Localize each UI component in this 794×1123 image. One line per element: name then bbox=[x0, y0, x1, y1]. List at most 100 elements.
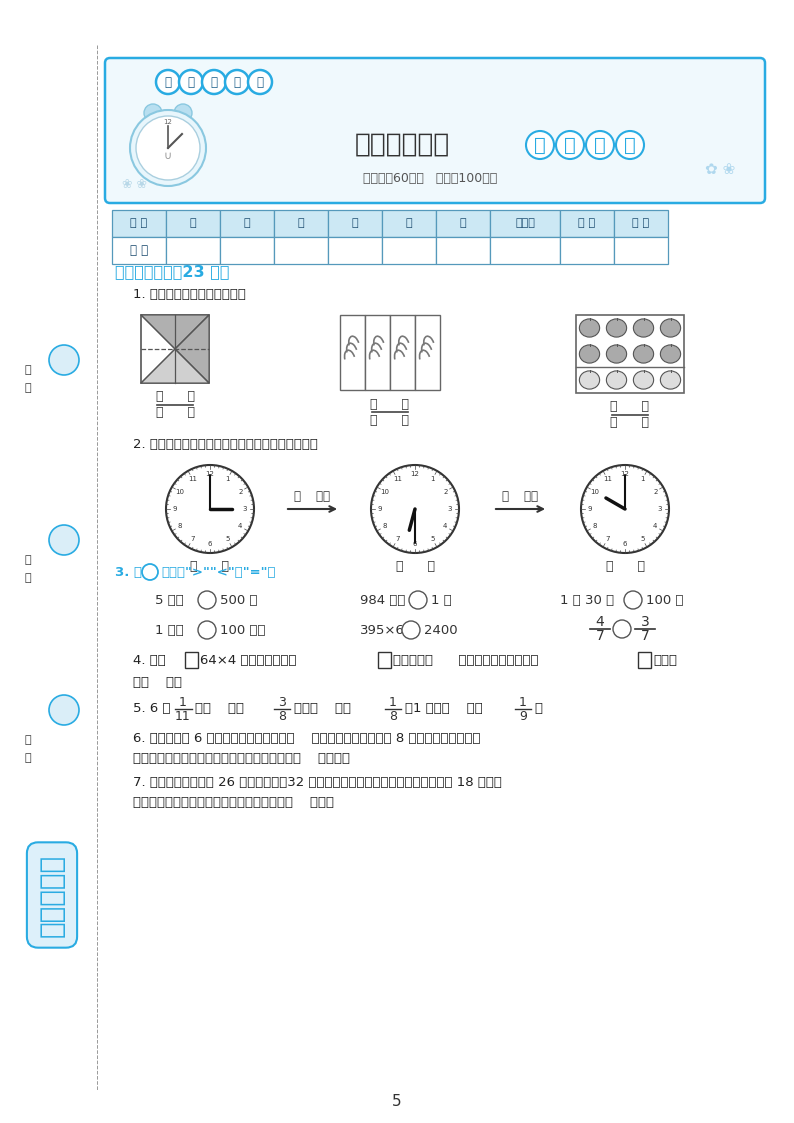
Bar bbox=[274, 237, 328, 264]
Text: 3: 3 bbox=[243, 506, 247, 512]
Ellipse shape bbox=[634, 371, 653, 389]
Bar bbox=[166, 210, 220, 237]
Text: 9: 9 bbox=[378, 506, 382, 512]
Circle shape bbox=[142, 564, 158, 579]
Bar bbox=[560, 210, 614, 237]
Text: 一、填一填。（23 分）: 一、填一填。（23 分） bbox=[115, 265, 229, 280]
Ellipse shape bbox=[661, 371, 680, 389]
Bar bbox=[415, 314, 440, 390]
Circle shape bbox=[130, 110, 206, 186]
Text: 4: 4 bbox=[653, 523, 657, 530]
Circle shape bbox=[225, 70, 249, 94]
Text: （    ）分: （ ）分 bbox=[502, 491, 538, 503]
Polygon shape bbox=[141, 349, 209, 383]
Text: 395×6: 395×6 bbox=[360, 623, 405, 637]
Ellipse shape bbox=[580, 319, 599, 337]
Circle shape bbox=[202, 70, 226, 94]
Circle shape bbox=[49, 345, 79, 375]
Bar bbox=[560, 237, 614, 264]
Circle shape bbox=[198, 591, 216, 609]
Bar bbox=[614, 237, 668, 264]
Text: 6: 6 bbox=[622, 541, 627, 547]
Text: 6. 一个边长是 6 厘米的正方形，周长是（    ）厘米；如果一个长是 8 厘米的长方形，周长: 6. 一个边长是 6 厘米的正方形，周长是（ ）厘米；如果一个长是 8 厘米的长… bbox=[133, 731, 480, 745]
Text: 得 分: 得 分 bbox=[130, 244, 148, 257]
Text: 3: 3 bbox=[657, 506, 662, 512]
Text: 7: 7 bbox=[641, 629, 649, 643]
Text: 五: 五 bbox=[406, 219, 412, 228]
Bar bbox=[382, 237, 436, 264]
Circle shape bbox=[526, 131, 554, 159]
Text: 考: 考 bbox=[233, 75, 241, 89]
Bar bbox=[436, 237, 490, 264]
Circle shape bbox=[156, 70, 180, 94]
Text: 12: 12 bbox=[164, 119, 172, 125]
Text: 了水果，又带了面包，去春游的同学一共有（    ）人。: 了水果，又带了面包，去春游的同学一共有（ ）人。 bbox=[133, 795, 334, 809]
Text: 7: 7 bbox=[605, 537, 610, 542]
Text: （      ）: （ ） bbox=[611, 417, 649, 429]
Ellipse shape bbox=[607, 371, 626, 389]
Ellipse shape bbox=[607, 319, 626, 337]
Bar bbox=[141, 314, 209, 383]
Text: 测: 测 bbox=[564, 136, 576, 155]
Text: 3. 在: 3. 在 bbox=[115, 566, 142, 578]
Text: 1 吨: 1 吨 bbox=[431, 593, 452, 606]
Text: 与这个正方形的周长相等，那么长方形的宽是（    ）厘米。: 与这个正方形的周长相等，那么长方形的宽是（ ）厘米。 bbox=[133, 751, 350, 765]
Bar bbox=[220, 237, 274, 264]
Ellipse shape bbox=[580, 345, 599, 363]
Text: 。: 。 bbox=[534, 702, 542, 714]
Text: 10: 10 bbox=[590, 489, 599, 494]
Text: 1: 1 bbox=[430, 476, 435, 482]
Text: 总 分: 总 分 bbox=[579, 219, 596, 228]
Text: 1: 1 bbox=[640, 476, 645, 482]
Circle shape bbox=[581, 465, 669, 553]
Text: 100 毫米: 100 毫米 bbox=[220, 623, 265, 637]
Text: 9: 9 bbox=[519, 710, 527, 722]
Circle shape bbox=[616, 131, 644, 159]
Text: 3: 3 bbox=[641, 615, 649, 629]
Text: 金: 金 bbox=[210, 75, 218, 89]
Text: 二: 二 bbox=[624, 136, 636, 155]
Bar bbox=[490, 237, 560, 264]
Text: 检: 检 bbox=[534, 136, 546, 155]
Bar bbox=[638, 652, 651, 668]
Text: 8: 8 bbox=[177, 523, 182, 530]
Text: 2. 写出钟面上所表示的时间，并算出经过的时间。: 2. 写出钟面上所表示的时间，并算出经过的时间。 bbox=[133, 438, 318, 451]
Text: 里最小: 里最小 bbox=[653, 654, 677, 666]
Text: 四: 四 bbox=[352, 219, 358, 228]
Circle shape bbox=[409, 591, 427, 609]
Text: 12: 12 bbox=[621, 471, 630, 477]
Text: 三: 三 bbox=[298, 219, 304, 228]
Ellipse shape bbox=[661, 345, 680, 363]
Bar bbox=[576, 314, 684, 393]
Text: 级: 级 bbox=[25, 573, 31, 583]
Text: 11: 11 bbox=[175, 710, 191, 722]
Text: 7: 7 bbox=[596, 629, 604, 643]
Text: 卷: 卷 bbox=[594, 136, 606, 155]
Text: （      ）: （ ） bbox=[191, 560, 229, 574]
Text: 1: 1 bbox=[519, 696, 527, 710]
Text: 期末金考卷: 期末金考卷 bbox=[38, 853, 66, 937]
Text: （      ）: （ ） bbox=[156, 391, 195, 403]
Ellipse shape bbox=[661, 319, 680, 337]
Text: 学: 学 bbox=[25, 734, 31, 745]
Text: （      ）: （ ） bbox=[611, 401, 649, 413]
Text: （时间：60分钟   满分：100分）: （时间：60分钟 满分：100分） bbox=[363, 172, 497, 184]
Text: 2400: 2400 bbox=[424, 623, 457, 637]
Circle shape bbox=[402, 621, 420, 639]
Text: 5 千米: 5 千米 bbox=[155, 593, 183, 606]
Circle shape bbox=[144, 104, 162, 122]
Bar bbox=[340, 314, 365, 390]
Ellipse shape bbox=[580, 371, 599, 389]
Text: 2: 2 bbox=[238, 489, 242, 494]
Text: 4: 4 bbox=[596, 615, 604, 629]
Ellipse shape bbox=[634, 319, 653, 337]
Text: 填（    ）。: 填（ ）。 bbox=[133, 676, 182, 688]
Circle shape bbox=[624, 591, 642, 609]
Bar bbox=[378, 652, 391, 668]
Circle shape bbox=[179, 70, 203, 94]
Text: 附加题: 附加题 bbox=[515, 219, 535, 228]
Bar bbox=[328, 237, 382, 264]
Ellipse shape bbox=[607, 345, 626, 363]
Text: ✿ ❀: ✿ ❀ bbox=[705, 163, 735, 177]
Bar bbox=[365, 314, 390, 390]
